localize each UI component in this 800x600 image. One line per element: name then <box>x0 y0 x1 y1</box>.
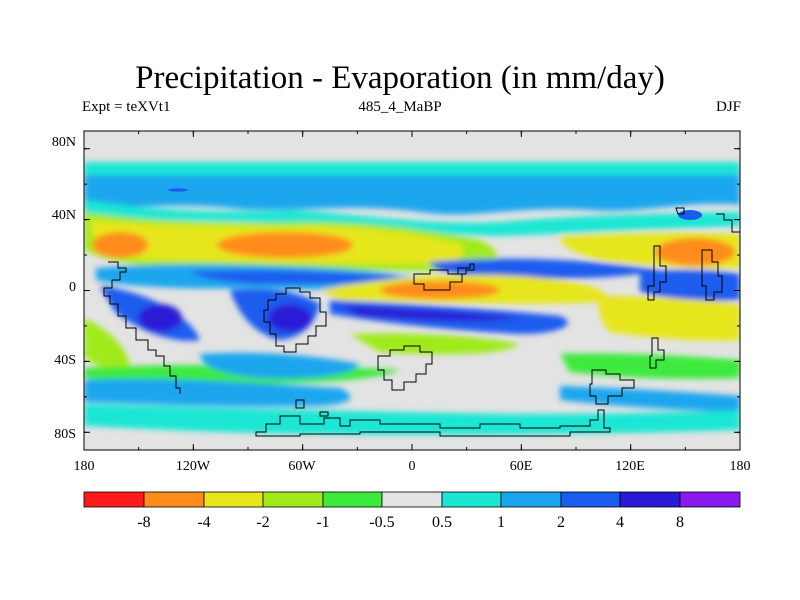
axis-ticks <box>83 131 741 450</box>
colorbar: -8 -4 -2 -1 -0.5 0.5 1 2 4 8 <box>83 491 741 531</box>
lon-tick-label: 120W <box>176 459 211 474</box>
colorbar-label: 8 <box>676 514 684 531</box>
longitude-labels: 180 120W 60W 0 60E 120E 180 <box>74 459 751 474</box>
plot-title: Precipitation - Evaporation (in mm/day) <box>135 60 665 96</box>
pme-field <box>84 131 740 450</box>
lat-tick-label: 40N <box>52 208 76 223</box>
season-label: DJF <box>715 99 741 115</box>
colorbar-box-4 <box>262 491 324 508</box>
lat-tick-label: 80N <box>52 135 76 150</box>
colorbar-box-9 <box>560 491 621 508</box>
lon-tick-label: 60E <box>510 459 533 474</box>
colorbar-label: -8 <box>137 514 150 531</box>
colorbar-label: 4 <box>616 514 624 531</box>
colorbar-box-1 <box>83 491 145 508</box>
colorbar-label: -2 <box>256 514 269 531</box>
lat-tick-label: 80S <box>54 427 76 442</box>
period-label: 485_4_MaBP <box>358 99 442 115</box>
lon-tick-label: 0 <box>409 459 416 474</box>
experiment-label: Expt = teXVt1 <box>82 99 171 115</box>
colorbar-label: 1 <box>497 514 505 531</box>
lat-tick-label: 0 <box>69 280 76 295</box>
colorbar-box-5 <box>322 491 383 508</box>
colorbar-box-10 <box>619 491 681 508</box>
colorbar-box-7 <box>441 491 502 508</box>
colorbar-label: -4 <box>197 514 210 531</box>
lon-tick-label: 120E <box>615 459 645 474</box>
colorbar-label: -0.5 <box>369 514 394 531</box>
colorbar-box-2 <box>143 491 205 508</box>
colorbar-box-8 <box>500 491 562 508</box>
colorbar-box-6 <box>381 491 443 508</box>
colorbar-label: 2 <box>557 514 565 531</box>
colorbar-box-3 <box>203 491 264 508</box>
latitude-labels: 80N 40N 0 40S 80S <box>52 135 76 442</box>
lon-tick-label: 60W <box>288 459 316 474</box>
lon-tick-label: 180 <box>730 459 751 474</box>
lon-tick-label: 180 <box>74 459 95 474</box>
colorbar-label: 0.5 <box>432 514 452 531</box>
colorbar-box-11 <box>679 491 741 508</box>
land-outlines <box>103 207 740 437</box>
colorbar-label: -1 <box>316 514 329 531</box>
lat-tick-label: 40S <box>54 353 76 368</box>
